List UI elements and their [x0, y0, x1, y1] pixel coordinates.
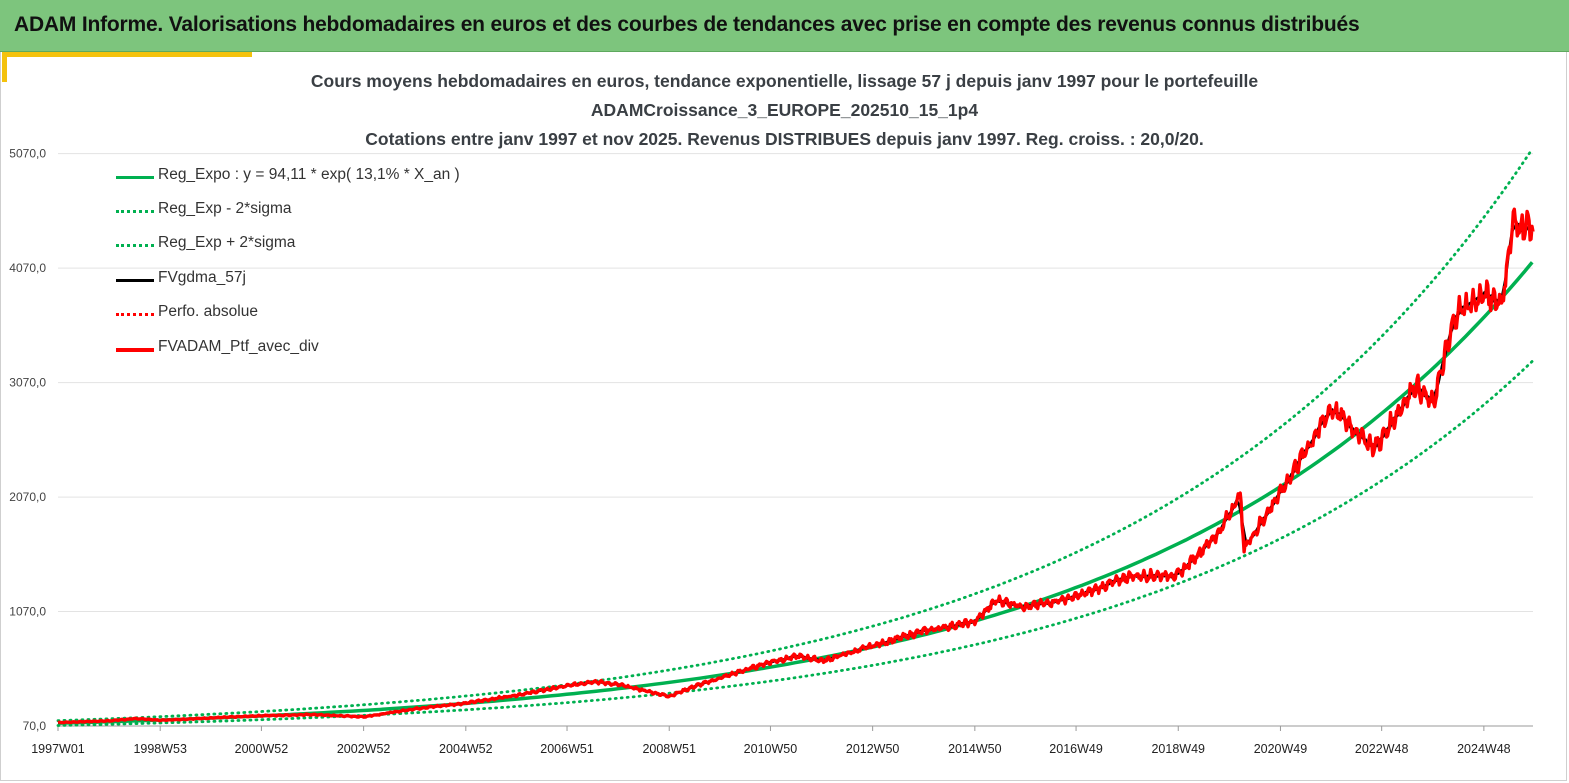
legend-swatch — [116, 279, 154, 282]
series-fvadam-ptf-avec-div — [57, 207, 1535, 725]
legend-swatch — [116, 348, 154, 352]
x-tick-label: 2022W48 — [1355, 742, 1409, 756]
legend-label: Reg_Exp + 2*sigma — [158, 234, 296, 251]
series-fvgdma-57j — [58, 222, 1535, 724]
legend-swatch — [116, 176, 154, 179]
banner-title: ADAM Informe. Valorisations hebdomadaire… — [14, 13, 1360, 36]
x-tick-label: 2014W50 — [948, 742, 1002, 756]
legend-swatch — [116, 313, 154, 316]
header-banner: ADAM Informe. Valorisations hebdomadaire… — [0, 0, 1569, 52]
chart-title-line-2: ADAMCroissance_3_EUROPE_202510_15_1p4 — [590, 100, 979, 120]
legend-label: FVADAM_Ptf_avec_div — [158, 338, 319, 355]
series-reg-exp-plus-2sigma — [56, 147, 1534, 723]
x-axis: 1997W01 1998W53 2000W52 2002W52 2004W52 2006W… — [31, 725, 1533, 756]
y-tick-label: 2070,0 — [9, 490, 46, 504]
chart-title-line-3: Cotations entre janv 1997 et nov 2025. R… — [365, 129, 1204, 149]
x-tick-label: 2008W51 — [642, 742, 696, 756]
x-tick-label: 2006W51 — [540, 742, 594, 756]
x-tick-label: 1998W53 — [133, 742, 187, 756]
x-tick-label: 2000W52 — [235, 742, 289, 756]
legend-label: Reg_Expo : y = 94,11 * exp( 13,1% * X_an… — [158, 166, 460, 183]
chart-title-line-1: Cours moyens hebdomadaires en euros, ten… — [310, 71, 1259, 91]
x-tick-label: 2002W52 — [337, 742, 391, 756]
x-tick-label: 2018W49 — [1151, 742, 1205, 756]
x-tick-label: 2012W50 — [846, 742, 900, 756]
accent-bar — [2, 52, 7, 82]
x-tick-label: 2020W49 — [1254, 742, 1308, 756]
y-tick-label: 4070,0 — [9, 261, 46, 275]
y-tick-label: 1070,0 — [9, 605, 46, 619]
legend-swatch — [116, 210, 154, 213]
x-tick-label: 2004W52 — [439, 742, 493, 756]
x-tick-label: 2016W49 — [1049, 742, 1103, 756]
y-tick-label: 70,0 — [23, 719, 47, 733]
x-tick-label: 2010W50 — [744, 742, 798, 756]
series — [56, 147, 1535, 727]
legend-label: FVgdma_57j — [158, 269, 246, 286]
series-reg-exp-minus-2sigma — [56, 359, 1534, 727]
y-tick-label: 3070,0 — [9, 376, 46, 390]
y-tick-label: 5070,0 — [9, 147, 46, 161]
legend-swatch — [116, 244, 154, 247]
x-tick-label: 1997W01 — [31, 742, 85, 756]
x-tick-label: 2024W48 — [1457, 742, 1511, 756]
chart-frame — [0, 52, 1567, 781]
legend-label: Reg_Exp - 2*sigma — [158, 200, 292, 217]
legend-label: Perfo. absolue — [158, 303, 258, 320]
accent-line — [2, 52, 252, 57]
y-axis: 70,0 1070,0 2070,0 3070,0 4070,0 5070,0 — [9, 147, 46, 733]
